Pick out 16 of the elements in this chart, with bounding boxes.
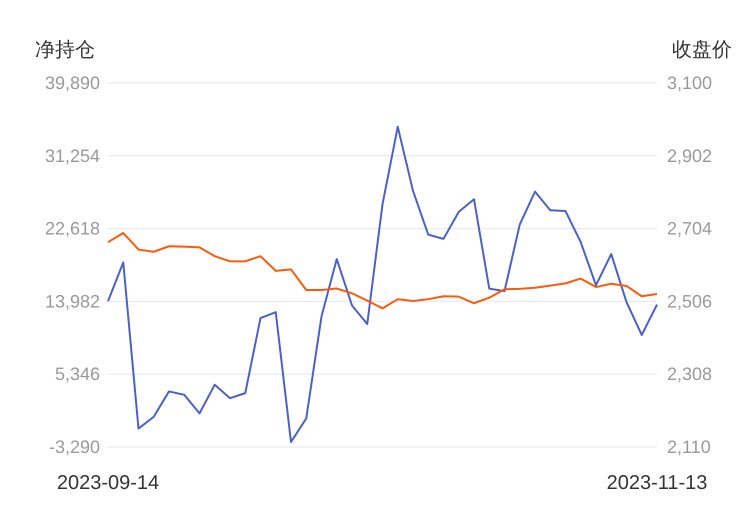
y-tick-label: 22,618 — [44, 218, 100, 239]
y2-tick-label: 2,308 — [667, 364, 712, 384]
y-tick-label: -3,290 — [48, 437, 100, 457]
x-tick-label: 2023-11-13 — [606, 472, 708, 494]
y2-axis-title: 收盘价 — [672, 39, 732, 61]
y2-tick-label: 3,100 — [667, 73, 712, 93]
y-axis-title: 净持仓 — [35, 39, 95, 61]
y-tick-label: 39,890 — [44, 73, 100, 93]
y-tick-label: 5,346 — [54, 364, 100, 384]
y-tick-label: 13,982 — [44, 291, 100, 312]
y-tick-label: 31,254 — [44, 146, 100, 166]
y2-tick-label: 2,704 — [667, 218, 712, 239]
y2-tick-label: 2,506 — [667, 291, 712, 312]
x-tick-label: 2023-09-14 — [56, 472, 160, 494]
y2-tick-label: 2,110 — [667, 437, 711, 457]
y2-tick-label: 2,902 — [667, 146, 712, 166]
